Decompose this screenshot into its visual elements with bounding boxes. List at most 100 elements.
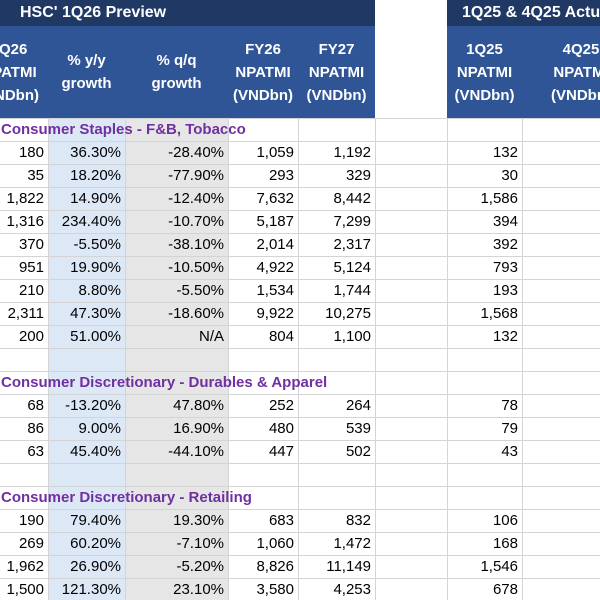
cell: 43 bbox=[501, 443, 518, 460]
column-header: NPATMI bbox=[0, 63, 37, 81]
cell: 683 bbox=[268, 512, 294, 529]
sheet-title: 1Q25 & 4Q25 Actu bbox=[462, 4, 600, 21]
grid-line bbox=[0, 394, 600, 395]
grid-line bbox=[0, 371, 600, 372]
cell: 5,124 bbox=[333, 259, 371, 276]
cell: 447 bbox=[268, 443, 294, 460]
cell: -18.60% bbox=[168, 305, 224, 322]
cell: -38.10% bbox=[168, 236, 224, 253]
cell: -13.20% bbox=[65, 397, 121, 414]
cell: 804 bbox=[268, 328, 294, 345]
column-shade bbox=[125, 118, 228, 600]
column-header: NPATMI bbox=[235, 63, 291, 81]
cell: 4,922 bbox=[256, 259, 294, 276]
cell: 1,100 bbox=[333, 328, 371, 345]
cell: -28.40% bbox=[168, 144, 224, 161]
grid-line bbox=[0, 325, 600, 326]
cell: 4,253 bbox=[333, 581, 371, 598]
cell: 47.30% bbox=[70, 305, 121, 322]
cell: 9,922 bbox=[256, 305, 294, 322]
cell: 47.80% bbox=[173, 397, 224, 414]
sheet-title: HSC' 1Q26 Preview bbox=[20, 4, 167, 21]
cell: -10.70% bbox=[168, 213, 224, 230]
cell: 10,275 bbox=[325, 305, 371, 322]
column-header: growth bbox=[151, 75, 202, 92]
column-header: NPATMI bbox=[553, 63, 600, 81]
grid-line bbox=[0, 302, 600, 303]
cell: 7,632 bbox=[256, 190, 294, 207]
grid-line bbox=[125, 118, 126, 600]
cell: 9.00% bbox=[78, 420, 121, 437]
grid-line bbox=[228, 118, 229, 600]
column-header: NPATMI bbox=[456, 63, 513, 81]
column-header: NPATMI bbox=[308, 63, 365, 81]
cell: 832 bbox=[345, 512, 371, 529]
column-header: FY27 bbox=[318, 40, 355, 58]
column-header: FY26 bbox=[245, 40, 281, 58]
title-bar bbox=[447, 0, 600, 26]
cell: 180 bbox=[18, 144, 44, 161]
cell: 210 bbox=[18, 282, 44, 299]
cell: 793 bbox=[492, 259, 518, 276]
column-header: 4Q25 bbox=[562, 40, 600, 58]
cell: -5.50% bbox=[73, 236, 121, 253]
cell: 19.90% bbox=[70, 259, 121, 276]
cell: -77.90% bbox=[168, 167, 224, 184]
column-header: 1Q26 bbox=[0, 40, 28, 58]
header-bar bbox=[447, 26, 600, 118]
section-label: Consumer Discretionary - Retailing bbox=[1, 489, 252, 506]
cell: -5.50% bbox=[176, 282, 224, 299]
cell: 8.80% bbox=[78, 282, 121, 299]
cell: 86 bbox=[27, 420, 44, 437]
cell: 1,316 bbox=[6, 213, 44, 230]
grid-line bbox=[0, 348, 600, 349]
grid-line bbox=[0, 210, 600, 211]
section-label: Consumer Staples - F&B, Tobacco bbox=[1, 121, 246, 138]
header-bar bbox=[0, 26, 375, 118]
cell: 234.40% bbox=[61, 213, 121, 230]
cell: 30 bbox=[501, 167, 518, 184]
grid-line bbox=[0, 440, 600, 441]
grid-line bbox=[0, 486, 600, 487]
grid-line bbox=[0, 463, 600, 464]
cell: 1,534 bbox=[256, 282, 294, 299]
column-header: (VNDbn) bbox=[306, 86, 367, 104]
cell: 1,962 bbox=[6, 558, 44, 575]
cell: 36.30% bbox=[70, 144, 121, 161]
grid-line bbox=[48, 118, 49, 600]
cell: 1,744 bbox=[333, 282, 371, 299]
column-header: (VNDbn) bbox=[0, 86, 39, 104]
cell: 16.90% bbox=[173, 420, 224, 437]
section-label: Consumer Discretionary - Durables & Appa… bbox=[1, 374, 328, 391]
column-shade bbox=[48, 118, 125, 600]
grid-line bbox=[0, 578, 600, 579]
cell: 678 bbox=[492, 581, 518, 598]
cell: 11,149 bbox=[326, 558, 371, 575]
cell: 1,568 bbox=[480, 305, 518, 322]
cell: 1,059 bbox=[256, 144, 294, 161]
cell: 193 bbox=[492, 282, 518, 299]
cell: 78 bbox=[501, 397, 518, 414]
grid-line bbox=[0, 555, 600, 556]
cell: 3,580 bbox=[256, 581, 294, 598]
cell: 23.10% bbox=[173, 581, 224, 598]
grid-line bbox=[0, 532, 600, 533]
cell: 1,546 bbox=[480, 558, 518, 575]
grid-line bbox=[0, 233, 600, 234]
cell: 26.90% bbox=[70, 558, 121, 575]
column-header: (VNDbn) bbox=[233, 86, 293, 104]
cell: 8,826 bbox=[256, 558, 294, 575]
column-header: (VNDbn) bbox=[454, 86, 515, 104]
cell: 1,060 bbox=[256, 535, 294, 552]
cell: 132 bbox=[492, 328, 518, 345]
cell: 2,014 bbox=[256, 236, 294, 253]
cell: 252 bbox=[268, 397, 294, 414]
grid-line bbox=[0, 509, 600, 510]
cell: 79 bbox=[501, 420, 518, 437]
cell: 2,317 bbox=[333, 236, 371, 253]
cell: 190 bbox=[18, 512, 44, 529]
cell: 60.20% bbox=[70, 535, 121, 552]
grid-line bbox=[447, 118, 448, 600]
cell: -12.40% bbox=[168, 190, 224, 207]
